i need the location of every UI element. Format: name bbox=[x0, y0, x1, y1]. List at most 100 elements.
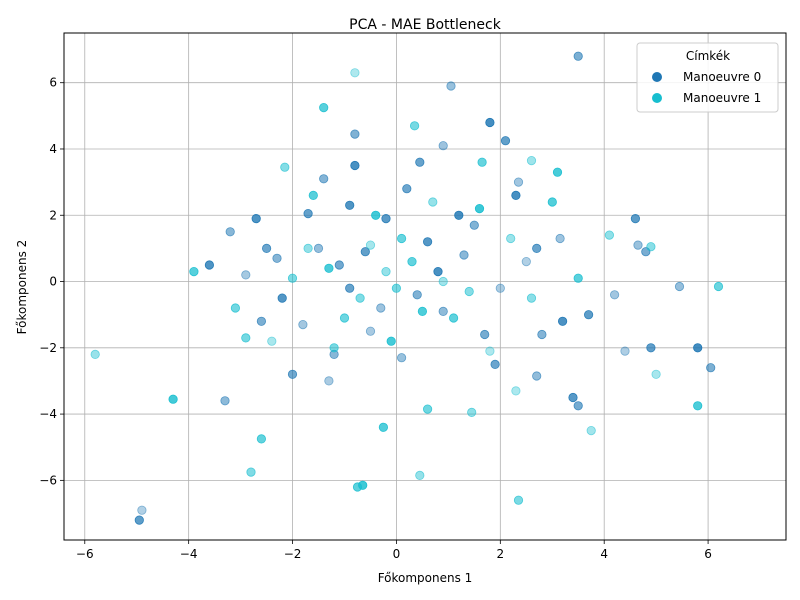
data-point bbox=[313, 243, 324, 253]
data-point bbox=[287, 273, 298, 283]
data-point bbox=[256, 434, 266, 444]
data-point bbox=[267, 336, 277, 346]
data-point bbox=[713, 281, 724, 292]
data-point bbox=[204, 260, 214, 270]
data-point bbox=[90, 349, 100, 359]
legend-label-manoeuvre-1: Manoeuvre 1 bbox=[683, 91, 761, 105]
data-point bbox=[526, 293, 537, 303]
data-point bbox=[506, 233, 516, 244]
data-point bbox=[446, 81, 456, 91]
data-point bbox=[485, 117, 495, 128]
data-point bbox=[459, 250, 469, 260]
data-point bbox=[308, 190, 318, 200]
data-point bbox=[402, 184, 412, 194]
data-point bbox=[706, 363, 716, 373]
data-point bbox=[521, 256, 531, 267]
data-point bbox=[241, 333, 251, 343]
data-point bbox=[246, 467, 256, 477]
x-tick-label: 0 bbox=[393, 547, 401, 561]
data-point bbox=[381, 266, 391, 277]
data-point bbox=[365, 326, 376, 336]
x-tick-label: 6 bbox=[704, 547, 712, 561]
data-point bbox=[433, 266, 443, 277]
data-point bbox=[467, 407, 477, 417]
data-point bbox=[134, 515, 144, 525]
data-point bbox=[454, 210, 464, 220]
data-point bbox=[693, 401, 703, 411]
data-point bbox=[474, 204, 485, 214]
data-point bbox=[422, 404, 433, 414]
data-point bbox=[261, 243, 272, 253]
data-point bbox=[674, 281, 685, 292]
legend-title: Címkék bbox=[686, 49, 730, 63]
data-point bbox=[537, 329, 547, 340]
data-point bbox=[448, 313, 459, 323]
data-point bbox=[220, 396, 230, 406]
y-tick-label: −6 bbox=[39, 473, 57, 487]
data-point bbox=[604, 230, 615, 240]
data-point bbox=[583, 310, 594, 320]
data-point bbox=[511, 386, 521, 396]
data-point bbox=[477, 157, 487, 167]
data-point bbox=[280, 162, 290, 172]
data-point bbox=[573, 51, 583, 61]
data-point bbox=[324, 263, 334, 273]
x-tick-label: −6 bbox=[76, 547, 94, 561]
data-point bbox=[355, 293, 365, 303]
data-point bbox=[189, 266, 199, 277]
data-point bbox=[573, 401, 583, 411]
data-point bbox=[480, 329, 490, 340]
data-point bbox=[407, 256, 417, 267]
data-point bbox=[573, 273, 583, 283]
data-point bbox=[137, 505, 147, 515]
data-point bbox=[376, 303, 386, 313]
data-point bbox=[415, 470, 425, 480]
data-point bbox=[381, 214, 391, 224]
data-point bbox=[422, 237, 433, 247]
data-point bbox=[350, 129, 360, 139]
axis-ticks: −6 −4 −2 0 2 4 6 −6 −4 −2 0 2 4 6 bbox=[39, 76, 712, 561]
data-point bbox=[464, 286, 474, 297]
chart-title: PCA - MAE Bottleneck bbox=[349, 17, 502, 33]
data-point bbox=[386, 336, 396, 346]
data-point bbox=[391, 283, 401, 293]
data-point bbox=[633, 240, 643, 250]
data-point bbox=[547, 197, 557, 207]
data-point bbox=[277, 293, 287, 303]
series-manoeuvre-0 bbox=[134, 51, 716, 525]
data-point bbox=[287, 369, 298, 379]
data-point bbox=[646, 242, 656, 252]
data-point bbox=[532, 371, 542, 381]
data-point bbox=[568, 392, 578, 403]
data-point bbox=[511, 190, 521, 200]
data-point bbox=[620, 346, 630, 356]
legend: Címkék Manoeuvre 0 Manoeuvre 1 bbox=[636, 42, 779, 113]
y-tick-label: 0 bbox=[49, 275, 57, 289]
data-point bbox=[319, 103, 329, 113]
data-point bbox=[646, 343, 656, 353]
series-manoeuvre-1 bbox=[90, 68, 724, 505]
y-tick-label: 4 bbox=[49, 142, 57, 156]
data-point bbox=[371, 210, 381, 220]
plot-frame bbox=[63, 32, 787, 541]
data-point bbox=[469, 220, 479, 230]
data-point bbox=[693, 343, 703, 353]
data-point bbox=[360, 247, 370, 257]
data-point bbox=[438, 306, 448, 316]
y-axis-label: Főkomponens 2 bbox=[15, 240, 29, 335]
data-point bbox=[241, 270, 251, 280]
data-point bbox=[396, 353, 407, 363]
legend-label-manoeuvre-0: Manoeuvre 0 bbox=[683, 70, 761, 84]
data-point bbox=[485, 346, 495, 356]
data-point bbox=[490, 359, 500, 369]
points-layer bbox=[90, 51, 724, 525]
data-point bbox=[319, 174, 329, 184]
data-point bbox=[438, 141, 448, 151]
y-tick-label: 2 bbox=[49, 208, 57, 222]
x-tick-label: −2 bbox=[284, 547, 302, 561]
data-point bbox=[526, 156, 537, 166]
data-point bbox=[303, 209, 313, 219]
data-point bbox=[609, 290, 620, 300]
data-point bbox=[352, 482, 363, 492]
